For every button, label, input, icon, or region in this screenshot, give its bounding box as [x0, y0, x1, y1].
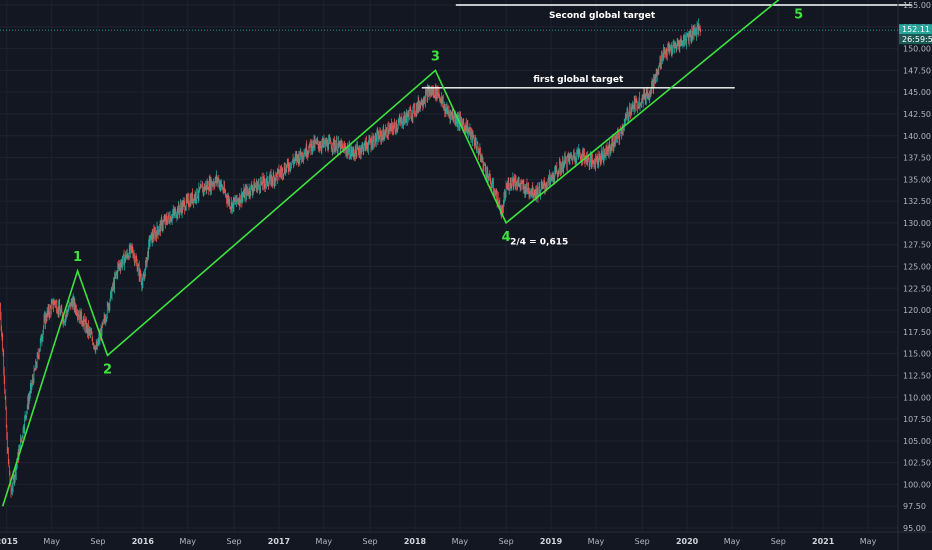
price-tick-label: 150.00: [903, 45, 931, 54]
price-tick-label: 102.50: [903, 459, 931, 468]
time-tick-label: 2020: [676, 537, 699, 546]
time-tick-label: 2021: [812, 537, 835, 546]
time-tick-label: Sep: [226, 537, 241, 546]
time-tick-label: Sep: [635, 537, 650, 546]
price-tick-label: 127.50: [903, 241, 931, 250]
last-price-box: [899, 24, 932, 35]
price-tick-label: 137.50: [903, 154, 931, 163]
time-tick-label: May: [452, 537, 469, 546]
time-tick-label: Sep: [771, 537, 786, 546]
time-tick-label: May: [316, 537, 333, 546]
price-tick-label: 130.00: [903, 219, 931, 228]
price-tick-label: 100.00: [903, 480, 931, 489]
time-tick-label: 2018: [404, 537, 427, 546]
wave-label-5: 5: [794, 8, 803, 23]
time-tick-label: May: [43, 537, 60, 546]
price-tick-label: 97.50: [903, 502, 926, 511]
time-tick-label: Sep: [499, 537, 514, 546]
countdown-value: 26:59:58: [902, 35, 932, 44]
target-label: first global target: [533, 75, 624, 85]
price-tick-label: 155.00: [903, 1, 931, 10]
time-tick-label: May: [588, 537, 605, 546]
time-tick-label: 2016: [132, 537, 155, 546]
price-tick-label: 122.50: [903, 284, 931, 293]
time-tick-label: May: [179, 537, 196, 546]
price-tick-label: 140.00: [903, 132, 931, 141]
price-tick-label: 132.50: [903, 197, 931, 206]
time-tick-label: Sep: [363, 537, 378, 546]
time-axis[interactable]: 2015 May Sep 2016 May Sep 2017 May Sep 2018 May Sep…: [0, 537, 877, 546]
wave-label-3: 3: [431, 49, 440, 64]
target-lines: first global target Second global target: [421, 4, 912, 89]
price-tick-label: 120.00: [903, 306, 931, 315]
wave-label-4: 4: [502, 230, 511, 245]
time-tick-label: 2017: [268, 537, 290, 546]
grid-lines: [0, 0, 898, 532]
price-tick-label: 115.00: [903, 350, 931, 359]
price-axis[interactable]: 95.00 97.50 100.00 102.50 105.00 107.50 110.00…: [903, 1, 931, 533]
wave-label-1: 1: [73, 250, 82, 265]
wave-labels: 1 2 3 4 5 2/4 = 0,615: [73, 8, 803, 378]
ratio-annotation: 2/4 = 0,615: [510, 237, 568, 247]
elliott-wave-lines: [1, 0, 780, 507]
price-tick-label: 112.50: [903, 371, 931, 380]
price-tick-label: 147.50: [903, 66, 931, 75]
price-tick-label: 125.00: [903, 263, 931, 272]
price-tick-label: 107.50: [903, 415, 931, 424]
wave-label-2: 2: [103, 362, 112, 377]
time-tick-label: May: [724, 537, 741, 546]
time-tick-label: 2015: [0, 537, 18, 546]
price-tick-label: 145.00: [903, 88, 931, 97]
time-tick-label: Sep: [90, 537, 105, 546]
price-tick-label: 135.00: [903, 175, 931, 184]
last-price-value: 152.11: [902, 25, 930, 34]
price-tick-label: 117.50: [903, 328, 931, 337]
countdown-box: [899, 34, 932, 45]
price-tick-label: 142.50: [903, 110, 931, 119]
time-tick-label: May: [860, 537, 877, 546]
wave-line: [1, 0, 780, 507]
target-label: Second global target: [549, 11, 656, 21]
time-tick-label: 2019: [540, 537, 563, 546]
price-tick-label: 105.00: [903, 437, 931, 446]
price-tick-label: 110.00: [903, 393, 931, 402]
price-tick-label: 95.00: [903, 524, 926, 533]
